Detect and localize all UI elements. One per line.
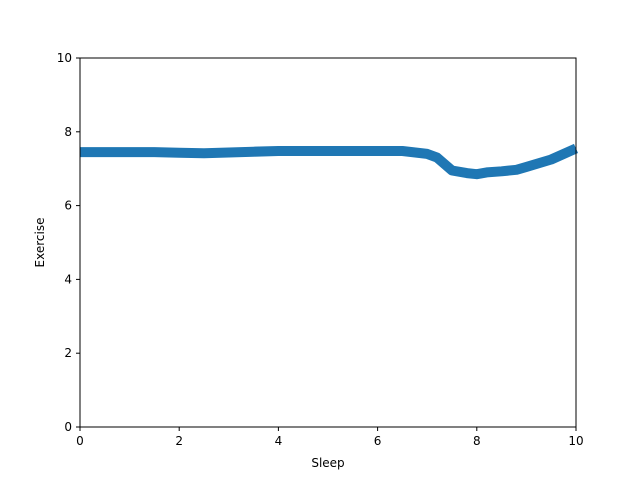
x-tick-label: 4	[275, 434, 283, 448]
y-tick-label: 0	[64, 420, 72, 434]
x-tick-label: 0	[76, 434, 84, 448]
y-tick-label: 8	[64, 125, 72, 139]
x-tick-label: 6	[374, 434, 382, 448]
series-line-0	[80, 143, 579, 180]
y-tick-label: 10	[57, 51, 72, 65]
y-tick-label: 6	[64, 199, 72, 213]
x-axis-label: Sleep	[311, 456, 344, 470]
x-tick-label: 10	[568, 434, 583, 448]
plot-frame	[79, 57, 577, 428]
y-axis-label: Exercise	[33, 218, 47, 268]
axis-ticks: 0 2 4 6 8 10 0 2 4 6 8 10	[57, 51, 584, 448]
y-tick-label: 4	[64, 272, 72, 286]
y-tick-label: 2	[64, 346, 72, 360]
x-tick-label: 8	[473, 434, 481, 448]
plot-area	[80, 143, 579, 180]
x-tick-label: 2	[175, 434, 183, 448]
